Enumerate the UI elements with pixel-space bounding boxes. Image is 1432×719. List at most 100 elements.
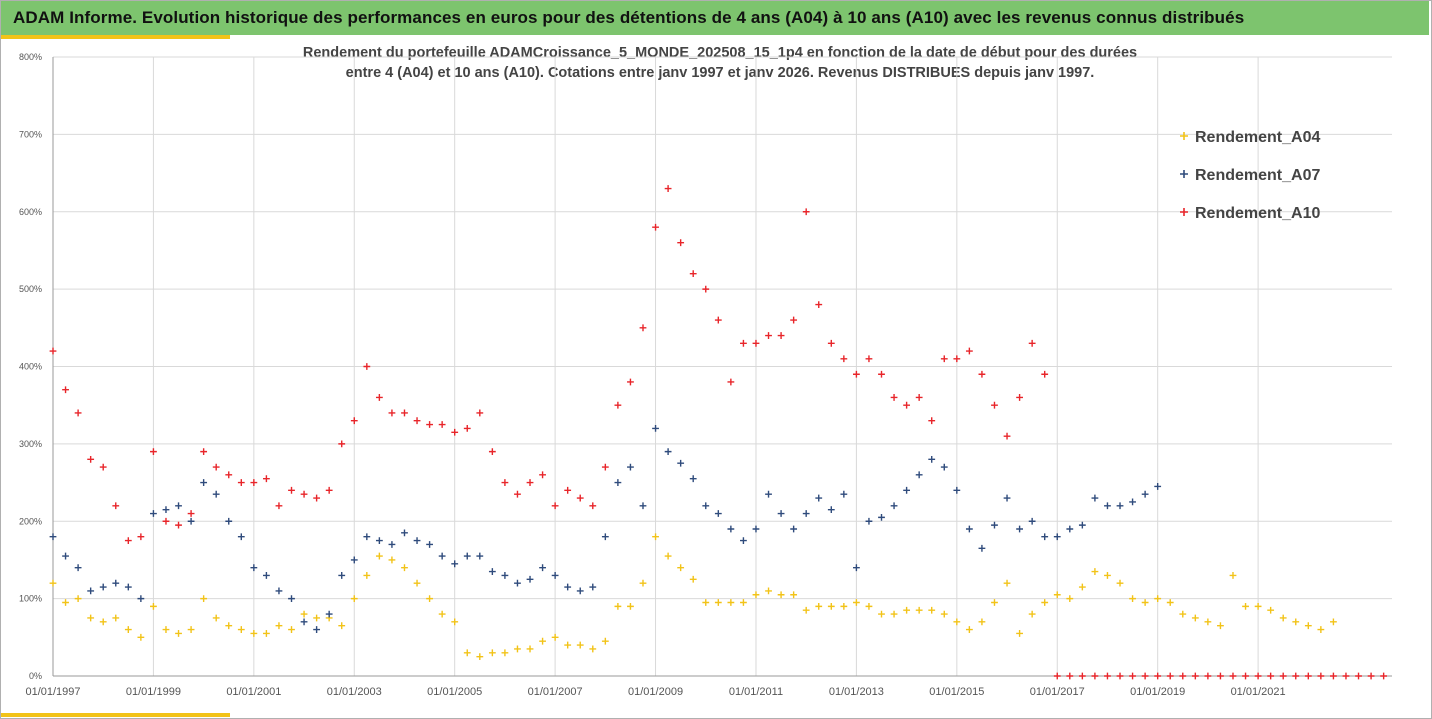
data-point	[1317, 672, 1325, 680]
data-point	[1279, 672, 1287, 680]
data-point	[74, 564, 82, 572]
data-point	[350, 595, 358, 603]
data-point	[1304, 672, 1312, 680]
data-point	[953, 355, 961, 363]
data-point	[250, 564, 258, 572]
data-point	[551, 502, 559, 510]
data-point	[388, 541, 396, 548]
x-tick-label: 01/01/2015	[929, 686, 984, 698]
data-point	[1217, 672, 1224, 680]
data-point	[664, 552, 672, 560]
data-point	[840, 355, 848, 363]
data-point	[187, 510, 195, 517]
data-point	[187, 517, 195, 525]
data-point	[501, 649, 509, 657]
data-point	[300, 490, 308, 498]
data-point	[702, 502, 710, 510]
data-point	[438, 610, 446, 618]
data-point	[237, 626, 245, 633]
data-point	[802, 510, 810, 517]
data-point	[903, 486, 911, 494]
data-point	[1003, 494, 1011, 502]
data-point	[752, 525, 760, 533]
data-point	[677, 564, 685, 572]
data-point	[1179, 672, 1187, 680]
y-tick-label: 400%	[19, 362, 42, 372]
data-point	[840, 490, 848, 498]
data-point	[915, 471, 923, 479]
data-point	[1191, 614, 1199, 622]
data-point	[288, 486, 295, 494]
data-point	[689, 270, 697, 278]
data-point	[124, 583, 132, 591]
legend-label: Rendement_A07	[1195, 167, 1320, 184]
data-point	[790, 525, 798, 533]
data-point	[991, 599, 998, 606]
legend-label: Rendement_A10	[1195, 205, 1320, 222]
data-point	[1116, 672, 1124, 680]
data-point	[1003, 579, 1011, 587]
data-point	[212, 614, 220, 622]
data-point	[664, 185, 672, 192]
data-point	[1078, 672, 1086, 680]
data-point	[514, 490, 521, 498]
data-point	[87, 614, 95, 622]
data-point	[488, 568, 496, 575]
data-point	[865, 602, 873, 610]
data-point	[501, 572, 509, 579]
data-point	[878, 610, 885, 618]
data-point	[426, 421, 433, 428]
data-point	[853, 599, 860, 606]
data-point	[1053, 591, 1061, 599]
data-point	[1242, 602, 1249, 610]
data-point	[928, 606, 936, 614]
data-point	[940, 610, 948, 618]
data-point	[802, 208, 810, 216]
data-point	[840, 602, 848, 610]
data-point	[601, 463, 609, 471]
data-point	[1267, 672, 1275, 680]
data-point	[639, 579, 647, 587]
data-point	[476, 653, 484, 661]
data-point	[187, 626, 195, 633]
x-tick-label: 01/01/2013	[829, 686, 884, 698]
data-point	[978, 370, 986, 378]
data-point	[714, 599, 722, 606]
data-point	[99, 583, 107, 591]
data-point	[539, 471, 546, 479]
data-point	[827, 506, 835, 514]
data-point	[627, 602, 634, 610]
data-point	[1267, 606, 1275, 614]
data-point	[1330, 672, 1337, 680]
data-point	[677, 239, 685, 247]
data-point	[451, 560, 459, 568]
y-tick-label: 100%	[19, 594, 42, 604]
data-point	[1116, 579, 1124, 587]
data-point	[1091, 672, 1099, 680]
x-tick-label: 01/01/2003	[327, 686, 382, 698]
data-point	[514, 579, 521, 587]
data-point	[991, 401, 998, 409]
data-point	[49, 347, 57, 355]
data-point	[777, 332, 785, 339]
data-point	[526, 645, 534, 653]
axes: 0% 100% 200% 300% 400% 500% 600% 700% 800% 01/01/…	[19, 52, 1392, 698]
data-point	[200, 448, 208, 456]
data-point	[413, 579, 421, 587]
data-point	[1041, 533, 1049, 541]
data-point	[865, 355, 873, 363]
chart-title-line-2: entre 4 (A04) et 10 ans (A10). Cotations…	[345, 65, 1095, 81]
data-point	[827, 602, 835, 610]
data-point	[263, 630, 270, 637]
data-point	[1154, 483, 1162, 490]
data-point	[752, 339, 760, 347]
data-point	[627, 463, 634, 471]
data-point	[940, 355, 948, 363]
data-point	[112, 502, 120, 510]
data-point	[1129, 498, 1136, 506]
data-point	[438, 421, 446, 428]
data-point	[1254, 672, 1262, 680]
data-point	[601, 533, 609, 541]
data-point	[853, 564, 860, 572]
